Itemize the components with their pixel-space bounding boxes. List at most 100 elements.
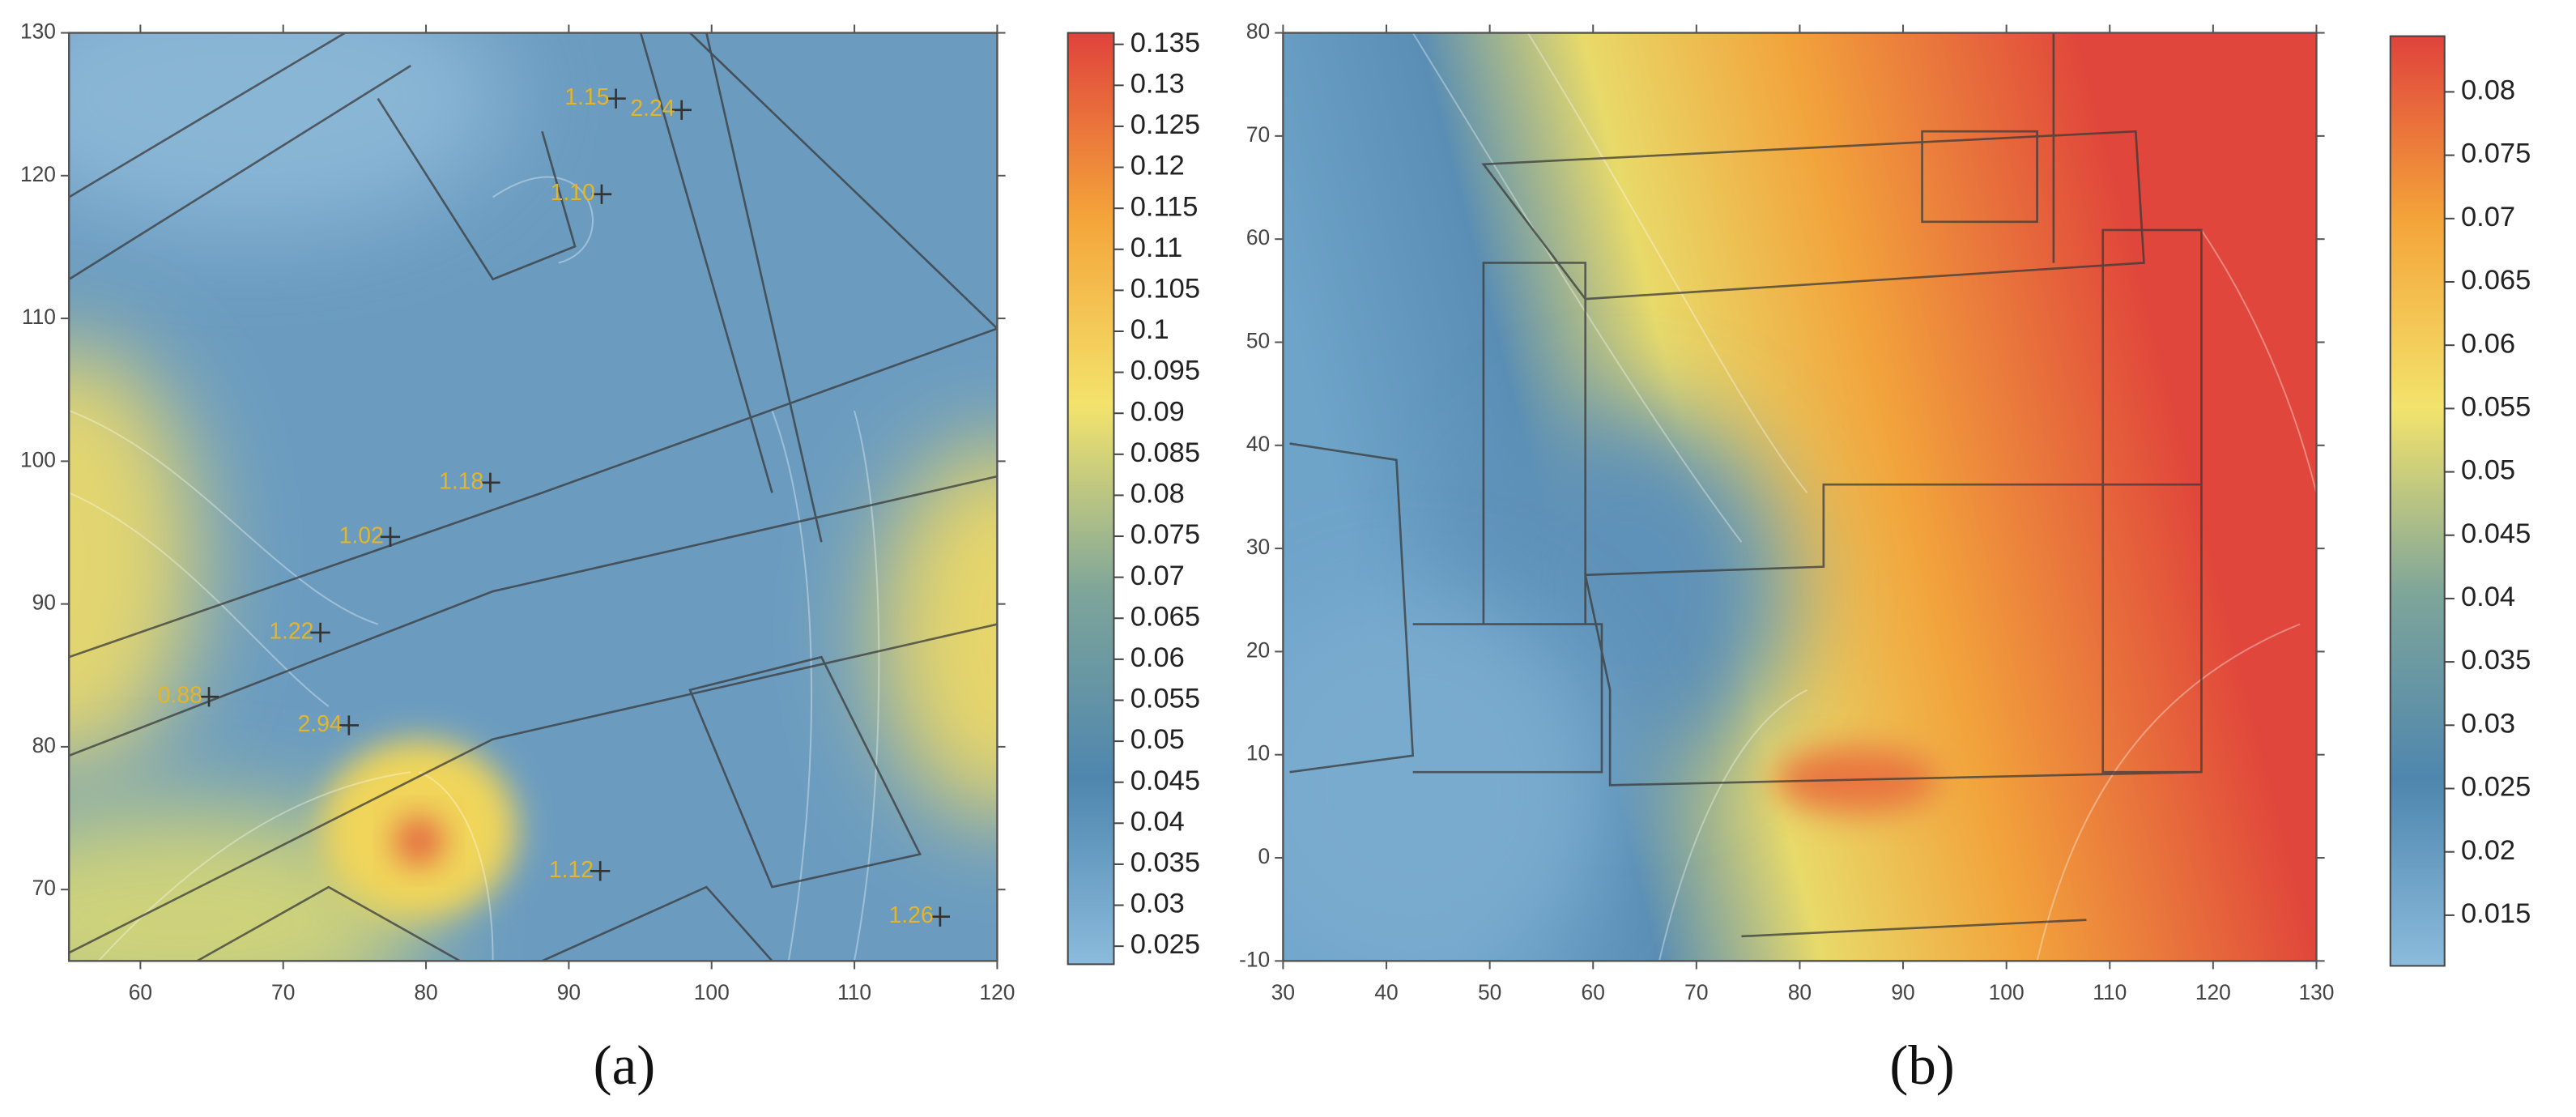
x-tick-label: 110 <box>2093 980 2127 1004</box>
x-tick-label: 40 <box>1374 980 1398 1004</box>
sample-point <box>338 715 360 735</box>
x-tick-label: 100 <box>1989 980 2025 1004</box>
colorbar-tick-label: 0.03 <box>2461 708 2515 739</box>
x-tick-label: 60 <box>1582 980 1605 1004</box>
y-tick-label: 110 <box>22 305 56 329</box>
y-tick-label: 50 <box>1246 328 1270 352</box>
sample-label: 1.15 <box>564 84 609 110</box>
colorbar-tick-label: 0.05 <box>2461 455 2515 486</box>
y-tick-label: 30 <box>1246 535 1270 559</box>
colorbar-tick-label: 0.08 <box>2461 75 2515 106</box>
sample-label: 1.12 <box>549 857 594 883</box>
colorbar-tick-label: 0.055 <box>1130 684 1200 714</box>
colorbar-tick-label: 0.015 <box>2461 898 2531 929</box>
colorbar-tick-label: 0.02 <box>2461 835 2515 866</box>
colorbar-tick-label: 0.075 <box>1130 519 1200 550</box>
panel-caption: (b) <box>1889 1034 1954 1096</box>
colorbar-tick-label: 0.05 <box>1130 724 1185 755</box>
colorbar-tick-label: 0.025 <box>2461 772 2531 803</box>
x-tick-label: 90 <box>1891 980 1914 1004</box>
x-tick-label: 60 <box>129 980 152 1004</box>
y-tick-label: 80 <box>32 733 56 757</box>
y-tick-label: 120 <box>20 162 56 186</box>
colorbar-tick-label: 0.085 <box>1130 437 1200 468</box>
colorbar-tick-label: 0.035 <box>1130 847 1200 878</box>
x-tick-label: 70 <box>1684 980 1708 1004</box>
colorbar <box>1067 32 1115 966</box>
sample-point <box>591 184 612 204</box>
sample-point <box>606 88 626 109</box>
sample-point <box>310 622 330 643</box>
sample-label: 1.10 <box>551 180 595 206</box>
colorbar-tick-label: 0.12 <box>1130 151 1185 181</box>
y-tick-label: 10 <box>1246 741 1270 765</box>
x-tick-label: 80 <box>1788 980 1812 1004</box>
x-tick-label: 90 <box>557 980 581 1004</box>
colorbar-tick-label: 0.1 <box>1130 314 1169 345</box>
y-tick-label: 70 <box>32 876 56 900</box>
y-tick-label: 90 <box>32 590 56 615</box>
colorbar-tick-label: 0.03 <box>1130 889 1185 919</box>
colorbar-tick-label: 0.11 <box>1130 232 1183 263</box>
sample-point <box>930 906 951 927</box>
sample-label: 1.22 <box>269 618 313 644</box>
colorbar-tick-label: 0.06 <box>1130 642 1185 673</box>
colorbar-tick-label: 0.04 <box>1130 806 1185 837</box>
sample-label: 0.88 <box>158 683 202 709</box>
colorbar-tick-label: 0.07 <box>1130 561 1185 591</box>
colorbar-tick-label: 0.055 <box>2461 391 2531 422</box>
field-a <box>69 32 998 961</box>
sample-label: 1.26 <box>889 902 934 928</box>
colorbar-tick-label: 0.09 <box>1130 396 1185 427</box>
y-tick-label: 80 <box>1246 19 1270 44</box>
colorbar-tick-label: 0.065 <box>2461 265 2531 296</box>
sample-point <box>671 100 692 120</box>
x-tick-label: 120 <box>2195 980 2231 1004</box>
x-tick-label: 100 <box>694 980 730 1004</box>
sample-label: 1.18 <box>439 468 483 494</box>
colorbar-tick-label: 0.08 <box>1130 479 1185 509</box>
y-tick-label: 70 <box>1246 122 1270 147</box>
colorbar-tick-label: 0.025 <box>1130 929 1200 960</box>
y-tick-label: 0 <box>1258 844 1271 868</box>
y-tick-label: -10 <box>1239 947 1270 971</box>
x-tick-label: 50 <box>1478 980 1501 1004</box>
colorbar-tick-label: 0.095 <box>1130 356 1200 386</box>
y-tick-label: 130 <box>20 19 56 44</box>
colorbar-tick-label: 0.135 <box>1130 28 1200 58</box>
colorbar-tick-label: 0.04 <box>2461 582 2515 612</box>
colorbar-tick-label: 0.045 <box>2461 518 2531 549</box>
colorbar-tick-label: 0.075 <box>2461 139 2531 169</box>
y-tick-label: 60 <box>1246 225 1270 249</box>
colorbar-tick-label: 0.065 <box>1130 601 1200 632</box>
x-tick-label: 80 <box>414 980 437 1004</box>
x-tick-label: 130 <box>2298 980 2334 1004</box>
y-tick-label: 20 <box>1246 637 1270 662</box>
colorbar-tick-label: 0.035 <box>2461 645 2531 676</box>
panel-caption: (a) <box>594 1034 656 1096</box>
field-b <box>1283 32 2317 961</box>
colorbar-tick-label: 0.105 <box>1130 273 1200 304</box>
sample-point <box>380 527 401 547</box>
colorbar-tick-label: 0.125 <box>1130 109 1200 140</box>
sample-point <box>590 861 611 881</box>
plot-frame <box>67 32 998 962</box>
sample-label: 2.94 <box>297 711 342 737</box>
x-tick-label: 120 <box>979 980 1015 1004</box>
colorbar <box>2389 35 2446 967</box>
x-tick-label: 70 <box>271 980 295 1004</box>
sample-label: 2.24 <box>630 96 675 122</box>
colorbar-tick-label: 0.115 <box>1130 191 1199 222</box>
sample-point <box>480 472 500 492</box>
sample-label: 1.02 <box>339 522 384 548</box>
y-tick-label: 40 <box>1246 432 1270 456</box>
x-tick-label: 110 <box>837 980 871 1004</box>
x-tick-label: 30 <box>1271 980 1295 1004</box>
y-tick-label: 100 <box>20 447 56 471</box>
colorbar-tick-label: 0.13 <box>1130 68 1185 99</box>
colorbar-tick-label: 0.06 <box>2461 328 2515 359</box>
sample-point <box>198 687 219 707</box>
colorbar-tick-label: 0.07 <box>2461 202 2515 232</box>
